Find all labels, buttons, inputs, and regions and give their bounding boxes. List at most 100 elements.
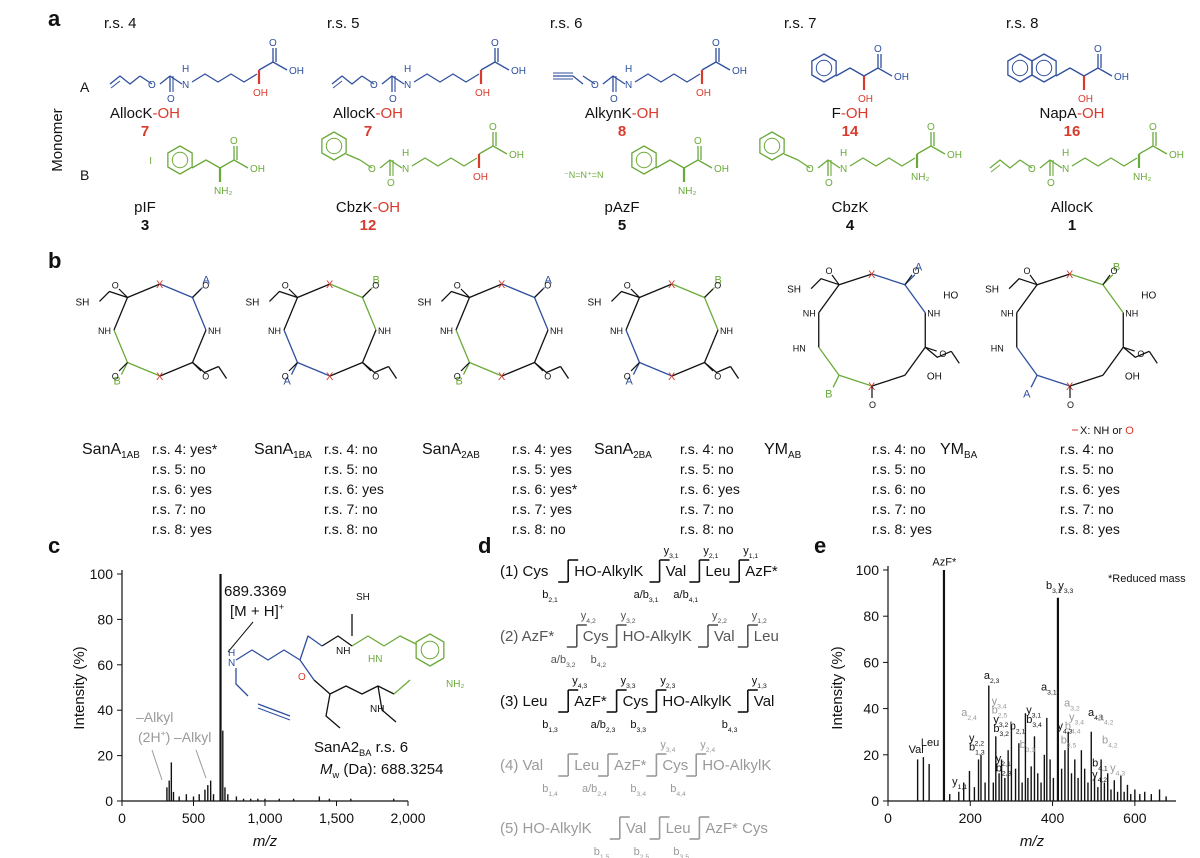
label-part: y: [712, 610, 718, 622]
side-chain: [832, 375, 840, 388]
rs-result-row: r.s. 7: no: [680, 501, 734, 517]
bond: [321, 635, 353, 647]
bond: [235, 668, 249, 697]
loss-label-1b: (2H+): [138, 728, 170, 745]
x-linkage: X: [1066, 269, 1074, 281]
monomer-number-b-8: 1: [1068, 217, 1076, 234]
rs-header-8: r.s. 8: [1006, 15, 1039, 32]
monomer-name-a-6: AlkynK-OH: [585, 105, 659, 122]
carbonyl: [460, 362, 470, 372]
rs-result-row: r.s. 7: no: [324, 501, 378, 517]
aromatic-ring: [167, 145, 193, 175]
atom-o: O: [927, 122, 935, 133]
label-part: y: [952, 776, 958, 788]
double-bond: [110, 80, 121, 89]
atom-n: N: [402, 164, 409, 175]
label-part: b: [992, 705, 998, 717]
label-part: SanA: [594, 441, 633, 458]
label-part: 2,3: [666, 683, 676, 690]
x-linkage: X: [156, 371, 164, 383]
label-part: pIF: [134, 199, 156, 216]
lysine-chain: [411, 157, 478, 167]
ring-bond: [1102, 284, 1124, 314]
atom-o: O: [372, 281, 379, 291]
atom-h: H: [840, 148, 847, 159]
leu-side-chain: [924, 346, 952, 358]
atom-sh: SH: [356, 592, 370, 603]
bond: [345, 153, 361, 161]
y-tick-label: 20: [97, 748, 113, 764]
compound-name: SanA2BA r.s. 6: [314, 739, 408, 758]
fragment-label: Val: [909, 744, 924, 756]
bond: [817, 159, 841, 169]
atom-o: O: [869, 400, 876, 410]
label-part: 1AB: [121, 450, 140, 461]
atom-sh: SH: [75, 297, 89, 308]
label-part: y: [572, 675, 578, 687]
atom-oh: OH: [947, 150, 962, 161]
label-part: 3,3: [1064, 588, 1074, 595]
loss-label-2: –Alkyl: [174, 729, 211, 745]
x-tick-label: 200: [959, 810, 983, 826]
atom-o: O: [694, 136, 702, 147]
atom-n: N: [1062, 164, 1069, 175]
double-bond: [990, 164, 1001, 173]
x-tick-label: 1,000: [247, 810, 282, 826]
y-axis-label: Intensity (%): [829, 646, 846, 729]
atom-nh: NH: [370, 704, 384, 715]
atom-nh2: NH₂: [446, 679, 464, 690]
macrocycle-name-4: SanA2BA: [594, 441, 652, 461]
acid-bond: [1083, 67, 1113, 77]
x-tick-label: 400: [1041, 810, 1065, 826]
atom-n: N: [625, 80, 632, 91]
label-part: 3,2: [999, 722, 1009, 729]
y-ion-label: y2,4: [700, 739, 715, 754]
atom-o: O: [148, 80, 156, 91]
rs-result-row: r.s. 7: no: [1060, 501, 1114, 517]
carbonyl: [704, 288, 714, 298]
ladder-row-3: (3) Leu: [500, 693, 548, 710]
label-part: b: [1026, 714, 1032, 726]
atom-oh: OH: [732, 66, 747, 77]
y-ion-label: y3,1: [664, 545, 679, 560]
label-part: 2,4: [706, 747, 716, 754]
b-ion-label: b2,1: [542, 589, 558, 604]
cys-side-chain: [269, 290, 298, 302]
fragment-label: b3,1: [1046, 580, 1062, 595]
label-part: y: [621, 675, 627, 687]
carbonyl: [1102, 274, 1111, 286]
fragment-label: b4,2: [1102, 735, 1118, 750]
label-part: pAzF: [604, 199, 639, 216]
acid-bond: [683, 159, 713, 169]
panel-label-c: c: [48, 533, 60, 558]
y-tick-label: 100: [856, 562, 880, 578]
ring-bond: [625, 329, 641, 363]
label-part: -OH: [632, 105, 660, 122]
panel-label-b: b: [48, 248, 61, 273]
carbonyl: [904, 274, 913, 286]
atom-o: O: [368, 164, 376, 175]
y-ion-label: y4,3: [572, 675, 587, 690]
panel-label-d: d: [478, 533, 491, 558]
atom-oh: OH: [511, 66, 526, 77]
carbonyl: [288, 362, 298, 372]
ladder-residue: HO-AlkylK: [662, 693, 731, 710]
bond: [655, 159, 685, 169]
ladder-residue: AzF*: [614, 757, 647, 774]
ring-bond: [455, 329, 471, 363]
label-part: F: [832, 105, 841, 122]
atom-nh: NH: [803, 309, 816, 319]
carbonyl: [534, 288, 544, 298]
rs-result-row: r.s. 8: yes: [1060, 521, 1120, 537]
atom-hn: HN: [793, 343, 806, 353]
atom-o: O: [269, 38, 277, 49]
label-part: M: [320, 761, 333, 778]
rs-result-row: r.s. 4: yes*: [152, 441, 218, 457]
label-part: y: [621, 610, 627, 622]
atom-o: O: [389, 94, 397, 105]
atom-nh2: NH₂: [678, 186, 696, 197]
rs-result-row: r.s. 6: yes: [680, 481, 740, 497]
ring-bond: [1016, 284, 1038, 314]
b-ion-label: b4,4: [670, 783, 686, 798]
bond: [381, 75, 405, 85]
